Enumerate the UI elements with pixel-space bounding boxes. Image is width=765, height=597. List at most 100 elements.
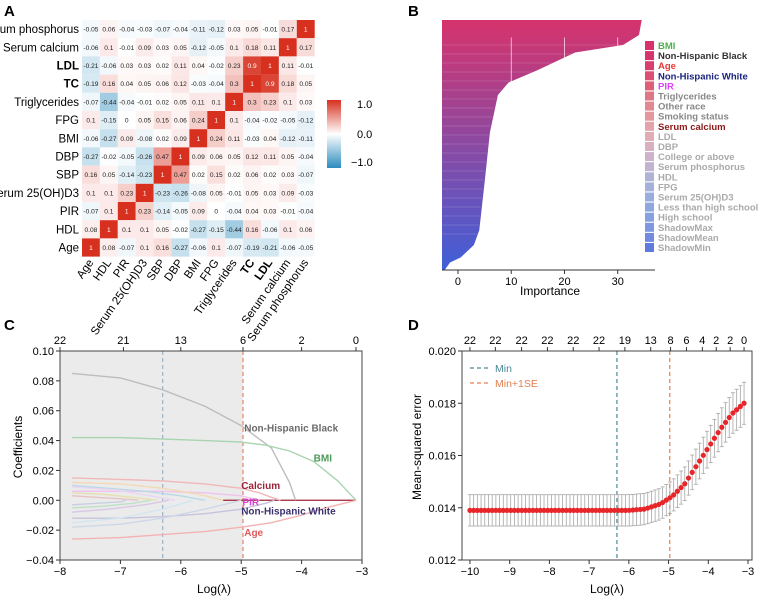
- heatmap-cell: [117, 74, 136, 93]
- heatmap-cell-value: -0.23: [137, 172, 152, 179]
- top-tick-label: 22: [54, 335, 66, 347]
- mse-point: [519, 507, 525, 513]
- mse-point: [589, 507, 595, 513]
- heatmap-cell: [189, 20, 208, 39]
- top-tick-label: 0: [741, 335, 747, 347]
- heatmap-cell: [82, 238, 100, 257]
- heatmap-cell: [82, 183, 100, 202]
- heatmap-cell: [171, 220, 190, 239]
- x-tick-label: −8: [54, 566, 67, 578]
- legend-swatch: [645, 232, 654, 242]
- legend-swatch: [645, 51, 654, 61]
- mse-point: [496, 507, 503, 513]
- coefficient-path: [72, 372, 297, 501]
- heatmap-row-label: HDL: [56, 224, 80, 236]
- heatmap-cell: [207, 220, 226, 239]
- heatmap-cell: [171, 183, 190, 202]
- heatmap-cell: [225, 165, 244, 184]
- y-tick-label: 0.08: [33, 376, 54, 388]
- heatmap-cell-value: -0.11: [191, 27, 206, 34]
- heatmap-row-label: FPG: [55, 115, 79, 127]
- mse-point: [467, 507, 473, 513]
- heatmap-cell-value: 1: [197, 136, 201, 143]
- heatmap-cell-value: 0.06: [174, 118, 187, 125]
- heatmap-cell-value: -0.04: [227, 209, 242, 216]
- heatmap-cell: [225, 20, 244, 39]
- heatmap-cell: [189, 74, 208, 93]
- legend-swatch: [645, 101, 654, 111]
- top-tick-label: 6: [683, 335, 689, 347]
- heatmap-cell: [243, 220, 261, 239]
- mse-point: [704, 447, 710, 453]
- legend-swatch: [645, 202, 654, 212]
- mse-point: [663, 497, 669, 503]
- y-tick-label: −0.02: [26, 525, 54, 537]
- heatmap-cell-value: 0.02: [156, 63, 169, 70]
- mse-point: [567, 507, 573, 513]
- colorbar-tick-bottom: −1.0: [351, 157, 373, 169]
- heatmap-cell: [82, 129, 100, 148]
- colorbar-tick-mid: 0.0: [357, 129, 372, 141]
- heatmap-cell: [261, 238, 279, 257]
- legend-swatch: [645, 142, 654, 151]
- mse-point: [674, 488, 680, 494]
- heatmap-cell: [261, 20, 279, 39]
- heatmap-cell: [99, 74, 118, 93]
- legend-swatch: [645, 152, 654, 162]
- top-tick-label: 22: [593, 335, 605, 347]
- legend-swatch: [645, 91, 654, 101]
- mse-point: [608, 507, 614, 513]
- heatmap-cell: [171, 38, 190, 57]
- top-tick-label: 22: [489, 335, 501, 347]
- heatmap-cell-value: 0.03: [228, 27, 241, 34]
- heatmap-cell: [117, 183, 136, 202]
- legend-swatch: [645, 243, 654, 252]
- heatmap-cell-value: -0.03: [245, 136, 260, 143]
- legend-swatch: [645, 222, 654, 232]
- heatmap-cell-value: -0.06: [262, 227, 277, 234]
- heatmap-cell-value: 0.03: [120, 63, 133, 70]
- heatmap-cell-value: 0.04: [264, 136, 277, 143]
- legend-swatch: [645, 212, 654, 222]
- heatmap-cell-value: -0.26: [137, 154, 152, 161]
- heatmap-cell: [243, 147, 261, 166]
- heatmap-cell-value: 0.17: [281, 27, 294, 34]
- heatmap-cell-value: 1: [125, 209, 129, 216]
- heatmap-cell-value: 0.02: [156, 99, 169, 106]
- heatmap-cell: [243, 183, 261, 202]
- heatmap-cell-value: 0.05: [138, 118, 151, 125]
- mse-point: [726, 414, 732, 421]
- heatmap-cell-value: -0.03: [137, 27, 152, 34]
- heatmap-cell: [296, 165, 315, 184]
- heatmap-cell-value: -0.02: [173, 227, 188, 234]
- heatmap-cell: [278, 56, 297, 75]
- mse-point: [667, 495, 673, 501]
- heatmap-cell: [261, 147, 279, 166]
- y-tick-label: 0.014: [428, 503, 456, 515]
- heatmap-cell-value: 0.05: [246, 27, 259, 34]
- heatmap-cell-value: 0.23: [264, 99, 277, 106]
- heatmap-cell: [171, 238, 190, 257]
- correlation-heatmap: -0.05 0.06 -0.04 -0.03 -0.07 -0.04 -0.11 -0.12 0…: [0, 20, 373, 344]
- heatmap-cell: [135, 92, 154, 111]
- heatmap-cell: [278, 111, 297, 130]
- heatmap-cell-value: -0.06: [83, 45, 98, 52]
- legend-label: Other race: [658, 102, 706, 113]
- top-tick-label: 2: [713, 335, 719, 347]
- mse-point: [637, 506, 643, 513]
- heatmap-cell: [243, 165, 261, 184]
- legend-swatch: [645, 131, 654, 141]
- coefficient-path: [72, 486, 175, 501]
- heatmap-cell: [207, 111, 226, 130]
- heatmap-cell-value: -0.26: [173, 190, 188, 197]
- y-tick-label: −0.04: [26, 555, 54, 567]
- heatmap-cell-value: 0.23: [228, 63, 241, 70]
- heatmap-cell-value: -0.44: [101, 99, 116, 106]
- heatmap-cell: [207, 147, 226, 166]
- colorbar-tick-top: 1.0: [357, 99, 372, 111]
- heatmap-cell-value: 0.9: [265, 81, 274, 88]
- mse-point: [534, 507, 540, 513]
- heatmap-cell-value: -0.08: [191, 190, 206, 197]
- heatmap-cell-value: 0.05: [174, 45, 187, 52]
- heatmap-cell: [278, 220, 297, 239]
